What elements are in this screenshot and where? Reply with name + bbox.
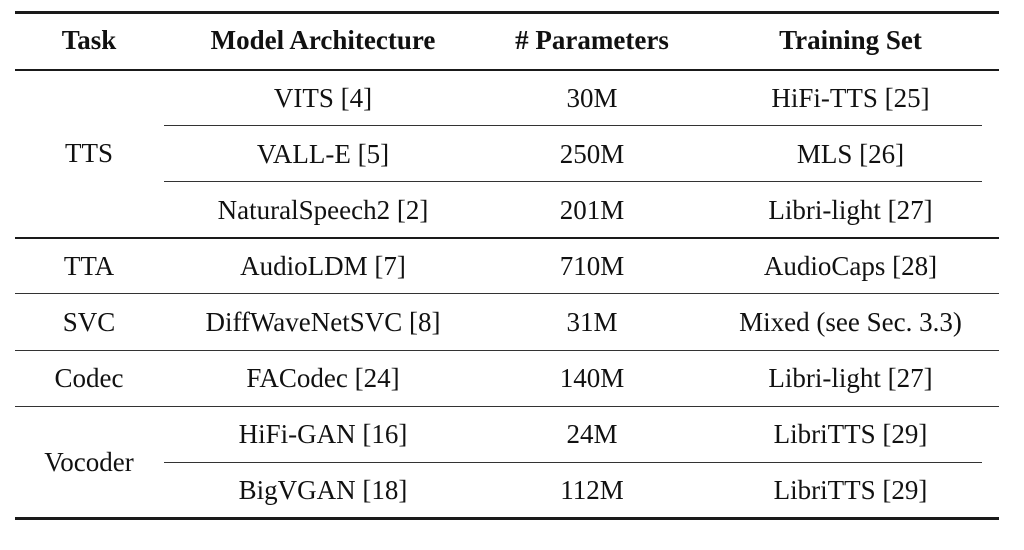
row-separator — [164, 125, 982, 126]
task-cell: TTA — [63, 251, 115, 281]
row-separator — [164, 181, 982, 182]
task-cell: Codec — [54, 363, 124, 393]
params-cell: 112M — [560, 474, 624, 505]
training-set-cell: HiFi-TTS [25] — [771, 82, 930, 113]
model-cell: VALL-E [5] — [256, 138, 390, 169]
training-set-cell: Mixed (see Sec. 3.3) — [739, 306, 962, 337]
task-cell: Vocoder — [44, 446, 134, 477]
params-cell: 250M — [559, 138, 625, 169]
params-cell: 710M — [559, 251, 625, 281]
training-set-cell: AudioCaps [28] — [763, 251, 938, 281]
task-cell: TTS — [64, 138, 113, 168]
group-separator — [15, 293, 999, 294]
model-cell: NaturalSpeech2 [2] — [217, 194, 429, 225]
task-cell: SVC — [62, 306, 116, 337]
header-parameters: # Parameters — [515, 25, 669, 55]
top-rule — [15, 11, 999, 14]
header-training-set: Training Set — [779, 25, 922, 55]
group-rule — [15, 237, 999, 239]
model-cell: DiffWaveNetSVC [8] — [205, 306, 441, 337]
group-separator — [15, 350, 999, 351]
model-cell: AudioLDM [7] — [240, 251, 406, 281]
params-cell: 201M — [559, 194, 625, 225]
bottom-rule — [15, 517, 999, 520]
training-set-cell: LibriTTS [29] — [773, 419, 928, 449]
header-model-architecture: Model Architecture — [210, 25, 436, 55]
params-cell: 31M — [566, 306, 618, 337]
header-rule — [15, 69, 999, 71]
group-separator — [15, 406, 999, 407]
training-set-cell: MLS [26] — [796, 138, 905, 169]
model-cell: FACodec [24] — [246, 363, 400, 393]
training-set-cell: Libri-light [27] — [768, 194, 933, 225]
params-cell: 140M — [559, 363, 625, 393]
model-cell: VITS [4] — [273, 82, 373, 113]
params-cell: 30M — [566, 82, 618, 113]
training-set-cell: LibriTTS [29] — [773, 474, 928, 505]
params-cell: 24M — [566, 419, 618, 449]
header-task: Task — [61, 25, 117, 55]
row-separator — [164, 462, 982, 463]
training-set-cell: Libri-light [27] — [768, 363, 933, 393]
model-cell: BigVGAN [18] — [238, 474, 408, 505]
model-cell: HiFi-GAN [16] — [238, 419, 408, 449]
